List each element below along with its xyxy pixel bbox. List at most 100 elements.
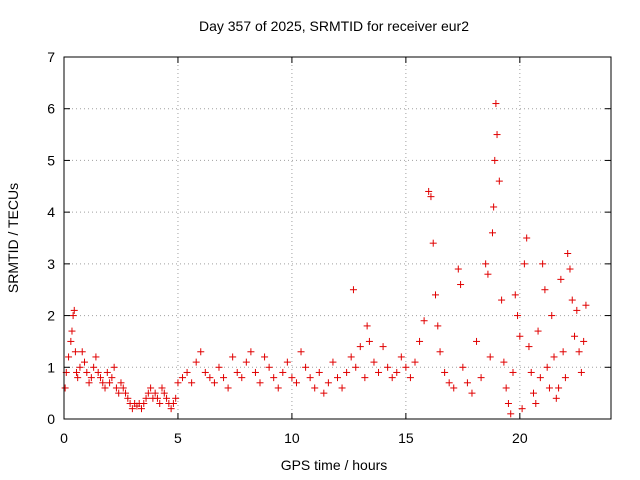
y-tick-label: 3: [47, 256, 55, 272]
data-point: [197, 348, 205, 356]
data-point: [85, 379, 93, 387]
data-point: [425, 187, 433, 195]
data-point: [490, 203, 498, 211]
data-point: [434, 322, 442, 330]
data-point: [117, 379, 125, 387]
data-point: [550, 353, 558, 361]
data-point: [279, 368, 287, 376]
data-point: [561, 374, 569, 382]
data-point: [429, 239, 437, 247]
data-point: [559, 348, 567, 356]
y-tick-label: 4: [47, 204, 55, 220]
data-point: [580, 337, 588, 345]
data-point: [110, 363, 118, 371]
data-point: [69, 312, 77, 320]
data-point: [539, 260, 547, 268]
data-point: [179, 374, 187, 382]
data-point: [484, 270, 492, 278]
data-point: [137, 405, 145, 413]
data-point: [361, 374, 369, 382]
data-point: [156, 399, 164, 407]
data-point: [87, 374, 95, 382]
data-point: [122, 389, 130, 397]
data-point: [463, 379, 471, 387]
data-point: [78, 348, 86, 356]
data-point: [582, 301, 590, 309]
data-point: [76, 363, 84, 371]
data-point: [534, 327, 542, 335]
data-point: [99, 379, 107, 387]
data-point: [527, 368, 535, 376]
data-point: [445, 379, 453, 387]
data-point: [347, 353, 355, 361]
data-point: [495, 177, 503, 185]
data-point: [206, 374, 214, 382]
data-point: [172, 394, 180, 402]
data-point: [509, 368, 517, 376]
y-tick-label: 6: [47, 101, 55, 117]
data-point: [502, 384, 510, 392]
data-point: [311, 384, 319, 392]
data-point: [83, 368, 91, 376]
data-point: [500, 358, 508, 366]
data-point: [167, 405, 175, 413]
data-point: [71, 348, 79, 356]
data-point: [220, 374, 228, 382]
data-point: [514, 312, 522, 320]
data-point: [349, 286, 357, 294]
data-point: [492, 100, 500, 108]
data-point: [324, 379, 332, 387]
data-point: [261, 353, 269, 361]
data-point: [541, 286, 549, 294]
data-point: [160, 389, 168, 397]
data-point: [397, 353, 405, 361]
data-point: [416, 337, 424, 345]
data-point: [338, 384, 346, 392]
data-point: [516, 332, 524, 340]
data-point: [482, 260, 490, 268]
data-point: [119, 384, 127, 392]
data-point: [457, 281, 465, 289]
data-point: [147, 384, 155, 392]
data-point: [288, 374, 296, 382]
data-point: [566, 265, 574, 273]
data-point: [498, 296, 506, 304]
y-tick-label: 2: [47, 308, 55, 324]
data-point: [356, 343, 364, 351]
data-point: [192, 358, 200, 366]
data-point: [393, 368, 401, 376]
data-point: [302, 363, 310, 371]
axis-ticks: 0 1 2 3 4 5 6 7 0 5 10 15 20: [47, 49, 611, 446]
data-point: [115, 389, 123, 397]
y-tick-label: 5: [47, 152, 55, 168]
plot-frame: [63, 56, 612, 420]
data-point: [493, 131, 501, 139]
data-point: [552, 394, 560, 402]
data-point: [233, 368, 241, 376]
y-axis-label: SRMTID / TECUs: [5, 183, 21, 293]
data-point: [210, 379, 218, 387]
data-point: [504, 399, 512, 407]
data-point: [124, 394, 132, 402]
data-point: [545, 384, 553, 392]
data-point: [247, 348, 255, 356]
data-point: [520, 260, 528, 268]
data-point: [363, 322, 371, 330]
data-point: [103, 368, 111, 376]
data-point: [557, 275, 565, 283]
x-tick-label: 10: [284, 430, 300, 446]
data-point: [174, 379, 182, 387]
data-point: [370, 358, 378, 366]
data-point: [153, 394, 161, 402]
data-point: [142, 394, 150, 402]
data-point: [315, 368, 323, 376]
x-tick-label: 15: [398, 430, 414, 446]
data-point: [158, 384, 166, 392]
data-point: [564, 250, 572, 258]
data-point: [402, 363, 410, 371]
data-point: [411, 358, 419, 366]
data-point: [251, 368, 259, 376]
data-point: [365, 337, 373, 345]
data-point: [384, 363, 392, 371]
